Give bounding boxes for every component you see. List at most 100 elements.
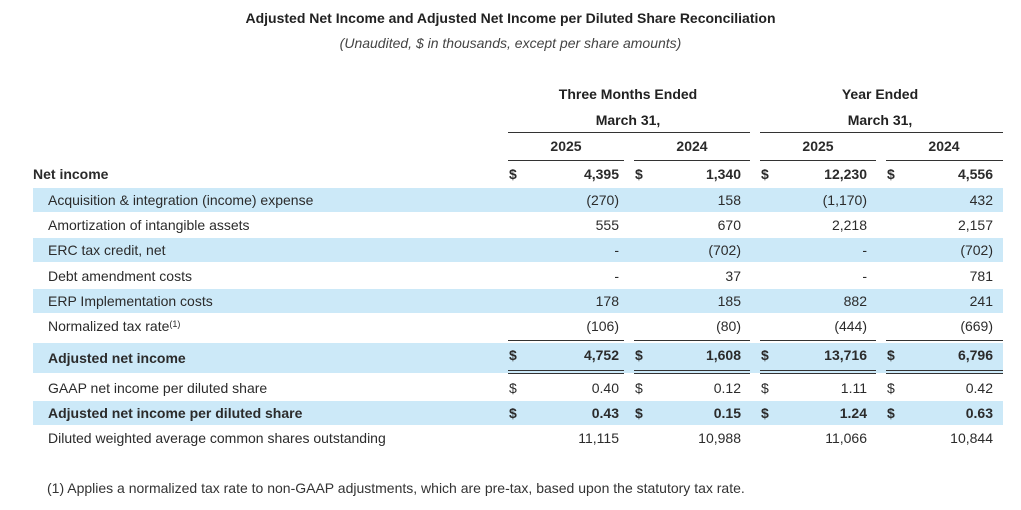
cell-value: - <box>614 242 619 258</box>
cell-value: 11,115 <box>578 430 619 446</box>
cell-value: (1,170) <box>822 192 867 208</box>
currency-symbol: $ <box>887 347 895 363</box>
group-underline <box>760 132 1003 133</box>
cell-value: (669) <box>960 318 993 334</box>
table-row: Acquisition & integration (income) expen… <box>33 188 1003 212</box>
cell-value: 432 <box>969 192 993 208</box>
cell-value: 2,157 <box>957 217 993 233</box>
subtotal-rule <box>760 340 876 341</box>
year-underline <box>760 160 876 161</box>
footnote: (1) Applies a normalized tax rate to non… <box>47 480 745 496</box>
cell-value: 2,218 <box>831 217 867 233</box>
cell-value: 670 <box>717 217 741 233</box>
currency-symbol: $ <box>761 347 769 363</box>
cell-value: (444) <box>834 318 867 334</box>
year-header: 2025 <box>802 138 834 154</box>
currency-symbol: $ <box>887 166 895 182</box>
subtotal-rule <box>508 340 624 341</box>
subtotal-rule <box>886 340 1003 341</box>
total-double-rule <box>508 370 624 374</box>
currency-symbol: $ <box>761 405 769 421</box>
cell-value: 0.12 <box>713 380 741 396</box>
cell-value: 4,752 <box>583 347 619 363</box>
subtotal-rule <box>634 340 750 341</box>
footnote-marker: (1) <box>169 319 181 329</box>
cell-value: 882 <box>843 293 867 309</box>
row-label: ERP Implementation costs <box>48 293 213 309</box>
cell-value: - <box>614 268 619 284</box>
report-title: Adjusted Net Income and Adjusted Net Inc… <box>245 10 776 26</box>
cell-value: 158 <box>717 192 741 208</box>
year-header: 2024 <box>676 138 708 154</box>
row-label: ERC tax credit, net <box>48 242 166 258</box>
cell-value: 185 <box>717 293 741 309</box>
row-label: Amortization of intangible assets <box>48 217 250 233</box>
cell-value: 10,988 <box>698 430 741 446</box>
table-row: Amortization of intangible assets 555 67… <box>33 213 1003 237</box>
row-label: Net income <box>33 166 109 182</box>
total-double-rule <box>886 370 1003 374</box>
currency-symbol: $ <box>509 347 517 363</box>
currency-symbol: $ <box>635 166 643 182</box>
cell-value: 178 <box>595 293 619 309</box>
cell-value: 241 <box>969 293 993 309</box>
cell-value: 1,608 <box>705 347 741 363</box>
cell-value: 10,844 <box>950 430 993 446</box>
cell-value: 13,716 <box>824 347 867 363</box>
group-header-line2: March 31, <box>595 112 661 128</box>
cell-value: (106) <box>586 318 619 334</box>
cell-value: 0.40 <box>591 380 619 396</box>
cell-value: 1,340 <box>705 166 741 182</box>
cell-value: (270) <box>586 192 619 208</box>
table-row-adjusted-net-income: Adjusted net income $ 4,752 $ 1,608 $ 13… <box>33 343 1003 373</box>
cell-value: 11,066 <box>825 430 867 446</box>
cell-value: 1.11 <box>840 380 867 396</box>
table-row: Diluted weighted average common shares o… <box>33 426 1003 450</box>
total-double-rule <box>634 370 750 374</box>
table-row: Debt amendment costs - 37 - 781 <box>33 264 1003 288</box>
currency-symbol: $ <box>509 380 517 396</box>
currency-symbol: $ <box>635 380 643 396</box>
table-row-adjusted-eps: Adjusted net income per diluted share $ … <box>33 401 1003 425</box>
row-label: Debt amendment costs <box>48 268 192 284</box>
cell-value: (702) <box>708 242 741 258</box>
currency-symbol: $ <box>887 405 895 421</box>
cell-value: 1.24 <box>839 405 867 421</box>
currency-symbol: $ <box>887 380 895 396</box>
year-underline <box>508 160 624 161</box>
cell-value: 12,230 <box>824 166 867 182</box>
currency-symbol: $ <box>635 347 643 363</box>
year-underline <box>886 160 1003 161</box>
group-header-line2: March 31, <box>847 112 913 128</box>
table-row-net-income: Net income $ 4,395 $ 1,340 $ 12,230 $ 4,… <box>33 162 1003 186</box>
table-row: ERC tax credit, net - (702) - (702) <box>33 238 1003 262</box>
report-subtitle: (Unaudited, $ in thousands, except per s… <box>339 35 682 51</box>
cell-value: - <box>862 242 867 258</box>
row-label: Adjusted net income <box>48 350 186 366</box>
group-header-line1: Year Ended <box>841 86 919 102</box>
cell-value: 0.15 <box>713 405 741 421</box>
currency-symbol: $ <box>509 166 517 182</box>
cell-value: 781 <box>969 268 993 284</box>
total-double-rule <box>760 370 876 374</box>
year-underline <box>634 160 750 161</box>
cell-value: 0.43 <box>591 405 619 421</box>
row-label: Diluted weighted average common shares o… <box>48 430 386 446</box>
currency-symbol: $ <box>761 380 769 396</box>
row-label-text: Normalized tax rate <box>48 318 170 334</box>
currency-symbol: $ <box>635 405 643 421</box>
cell-value: 37 <box>725 268 741 284</box>
year-header: 2025 <box>550 138 582 154</box>
cell-value: 4,556 <box>957 166 993 182</box>
cell-value: (80) <box>716 318 741 334</box>
row-label: Normalized tax rate(1) <box>48 314 180 338</box>
row-label: Adjusted net income per diluted share <box>48 405 303 421</box>
row-label: Acquisition & integration (income) expen… <box>48 192 314 208</box>
cell-value: 4,395 <box>583 166 619 182</box>
row-label: GAAP net income per diluted share <box>48 380 268 396</box>
cell-value: 0.63 <box>965 405 993 421</box>
table-row: Normalized tax rate(1) (106) (80) (444) … <box>33 314 1003 338</box>
year-header: 2024 <box>928 138 960 154</box>
currency-symbol: $ <box>761 166 769 182</box>
currency-symbol: $ <box>509 405 517 421</box>
